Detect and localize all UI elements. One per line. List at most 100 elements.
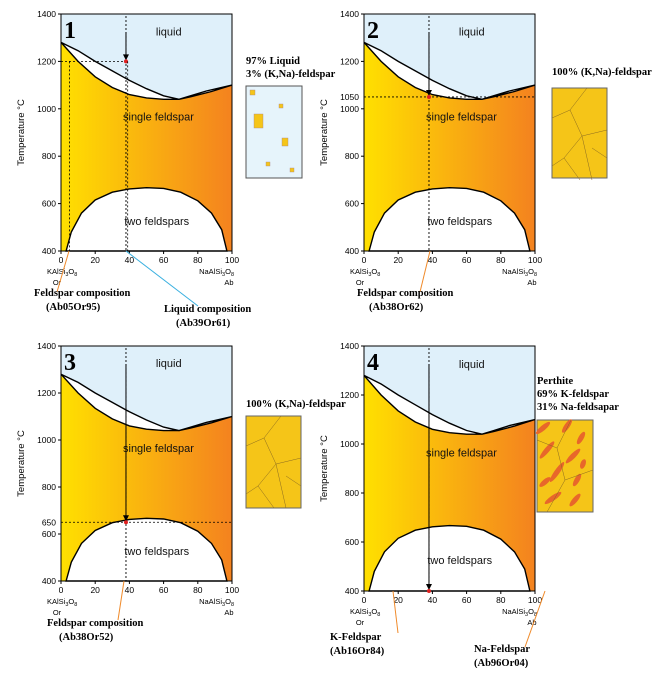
grain-boundary (245, 437, 265, 447)
y-tick-label: 800 (42, 482, 56, 492)
y-tick-label: 600 (345, 199, 359, 209)
callout-composition: (Ab16Or84) (330, 646, 385, 657)
y-axis-label: Temperature °C (16, 99, 27, 166)
callout-composition: (Ab05Or95) (46, 302, 101, 313)
x-tick-label: 20 (90, 585, 100, 595)
y-tick-label: 1400 (37, 9, 56, 19)
y-tick-label: 1000 (37, 435, 56, 445)
subscript: 3 (65, 272, 68, 278)
x-tick-label: 100 (225, 585, 239, 595)
endmember-left-abbr: Or (53, 278, 62, 287)
endmember-right-formula: NaAlSi3O8 (502, 267, 537, 278)
region-label-single-feldspar: single feldspar (123, 443, 194, 455)
y-tick-label: 1200 (37, 388, 56, 398)
x-tick-label: 40 (125, 255, 135, 265)
formula-part: O (68, 267, 74, 276)
callout-label: Feldspar composition (357, 288, 454, 299)
subscript: 8 (534, 272, 537, 278)
state-point (426, 94, 431, 99)
panel-number: 3 (64, 350, 76, 376)
callout-label: Liquid composition (164, 304, 251, 315)
region-label-two-feldspars: two feldspars (427, 555, 492, 567)
x-tick-label: 0 (59, 585, 64, 595)
na-feldspar-lamella (580, 459, 586, 469)
grain-boundary (564, 469, 594, 481)
callout-label: Feldspar composition (47, 618, 144, 629)
subscript: 3 (368, 272, 371, 278)
solvus-dome (368, 186, 531, 252)
subscript: 3 (368, 612, 371, 618)
subscript: 3 (222, 602, 225, 608)
y-tick-label: 1200 (340, 390, 359, 400)
x-tick-label: 20 (90, 255, 100, 265)
y-axis-label: Temperature °C (319, 435, 330, 502)
na-feldspar-lamella (539, 477, 551, 487)
crystal-grain (281, 137, 289, 147)
endmember-right-abbr: Ab (224, 608, 233, 617)
y-axis-label: Temperature °C (16, 430, 27, 497)
callout-label: Feldspar composition (34, 288, 131, 299)
callout-leader (125, 250, 199, 307)
region-label-liquid: liquid (459, 359, 485, 371)
subscript: 8 (231, 602, 234, 608)
inset-caption: 3% (K,Na)-feldspar (246, 69, 336, 80)
panel-number: 2 (367, 18, 379, 44)
endmember-left-formula: KAlSi3O8 (350, 267, 380, 278)
isotherm-label: 650 (42, 517, 56, 527)
x-tick-label: 100 (225, 255, 239, 265)
grain-boundary (556, 419, 572, 449)
subscript: 3 (65, 602, 68, 608)
y-tick-label: 600 (42, 529, 56, 539)
na-feldspar-lamella (569, 493, 581, 507)
endmember-left-formula: KAlSi3O8 (350, 607, 380, 618)
grain-boundary (551, 157, 565, 167)
na-feldspar-lamella (544, 491, 562, 505)
region-label-liquid: liquid (156, 358, 182, 370)
isotherm-label: 400 (345, 586, 359, 596)
isotherm-label: 1050 (340, 92, 359, 102)
subscript: 8 (74, 272, 77, 278)
isotherm-label: 1200 (37, 56, 56, 66)
region-label-single-feldspar: single feldspar (123, 112, 194, 124)
cooling-arrow-head (425, 584, 432, 590)
inset-caption: Perthite (537, 376, 573, 387)
inset-caption: 97% Liquid (246, 56, 300, 67)
inset-feldspar-bg (551, 87, 608, 179)
inset-caption: 69% K-feldspar (537, 389, 609, 400)
y-tick-label: 600 (345, 537, 359, 547)
callout-label: Na-Feldspar (474, 644, 530, 655)
texture-inset (245, 415, 302, 509)
region-label-single-feldspar: single feldspar (426, 112, 497, 124)
endmember-right-abbr: Ab (527, 618, 536, 627)
inset-liquid-bg (245, 85, 303, 179)
subscript: 8 (377, 272, 380, 278)
subscript: 8 (74, 602, 77, 608)
region-label-two-feldspars: two feldspars (124, 546, 189, 558)
x-tick-label: 40 (428, 595, 438, 605)
na-feldspar-lamella (576, 431, 586, 445)
subscript: 8 (377, 612, 380, 618)
plot-frame (60, 13, 233, 252)
callout-composition: (Ab38Or62) (369, 302, 424, 313)
y-tick-label: 600 (42, 199, 56, 209)
formula-part: O (528, 607, 534, 616)
endmember-left-formula: KAlSi3O8 (47, 267, 77, 278)
endmember-right-abbr: Ab (527, 278, 536, 287)
region-label-two-feldspars: two feldspars (124, 216, 189, 228)
x-tick-label: 100 (528, 595, 542, 605)
formula-part: O (68, 597, 74, 606)
inset-caption: 31% Na-feldsapar (537, 402, 619, 413)
x-tick-label: 40 (125, 585, 135, 595)
y-tick-label: 400 (42, 576, 56, 586)
grain-boundary (263, 437, 277, 465)
grain-boundary (536, 439, 558, 449)
grain-boundary (563, 157, 581, 181)
panel-number: 1 (64, 18, 76, 44)
endmember-right-formula: NaAlSi3O8 (502, 607, 537, 618)
subscript: 3 (222, 272, 225, 278)
x-tick-label: 0 (362, 255, 367, 265)
grain-boundary (285, 475, 302, 487)
